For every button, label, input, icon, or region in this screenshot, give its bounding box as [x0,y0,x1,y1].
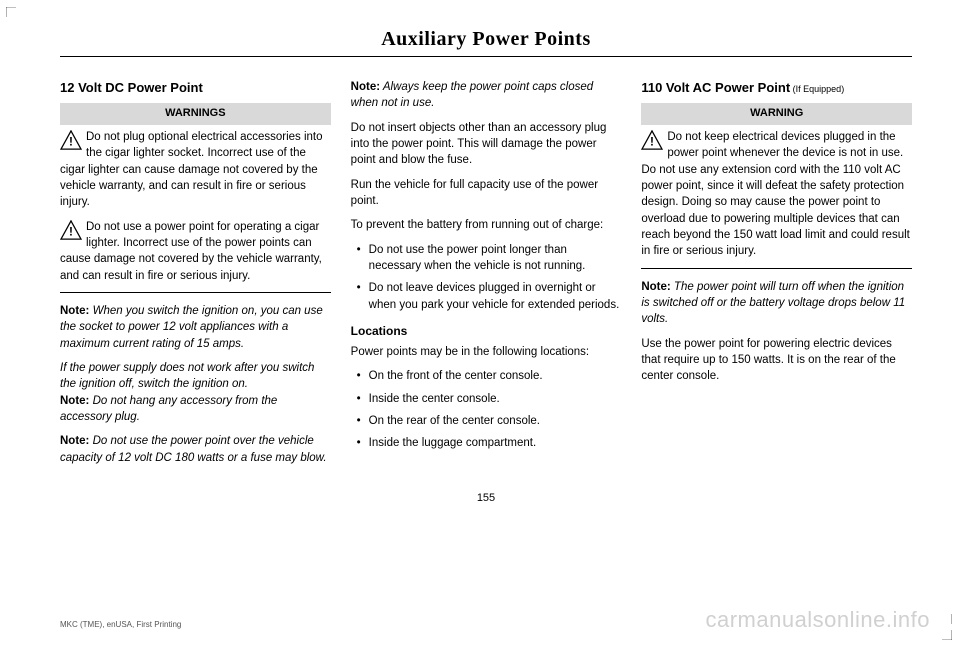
divider-rule [60,292,331,293]
note-label: Note: [351,81,380,93]
paragraph: To prevent the battery from running out … [351,217,622,233]
column-3: 110 Volt AC Power Point (If Equipped) WA… [641,79,912,474]
note-text: Do not use the power point over the vehi… [60,435,327,463]
list-item: Do not use the power point longer than n… [351,242,622,275]
note: Note: The power point will turn off when… [641,279,912,328]
warning-block-1: ! Do not plug optional electrical access… [60,129,331,211]
note-label: Note: [60,435,89,447]
warning-icon: ! [641,130,663,150]
bullet-list: On the front of the center console. Insi… [351,368,622,451]
page-number: 155 [60,492,912,504]
list-item: Inside the center console. [351,391,622,407]
note-1: Note: When you switch the ignition on, y… [60,303,331,352]
list-item: On the front of the center console. [351,368,622,384]
heading-sub: (If Equipped) [790,84,844,94]
crop-mark-top-left [6,4,16,14]
note: Note: Always keep the power point caps c… [351,79,622,112]
note-label: Note: [641,281,670,293]
paragraph: Power points may be in the following loc… [351,344,622,360]
warning-block-2: ! Do not use a power point for operating… [60,219,331,284]
bullet-list: Do not use the power point longer than n… [351,242,622,313]
paragraph: Run the vehicle for full capacity use of… [351,177,622,210]
paragraph-text: If the power supply does not work after … [60,362,314,390]
warning-block: ! Do not keep electrical devices plugged… [641,129,912,260]
note-3: Note: Do not use the power point over th… [60,433,331,466]
chapter-title: Auxiliary Power Points [60,28,912,51]
watermark: carmanualsonline.info [705,607,930,633]
paragraph: Do not insert objects other than an acce… [351,120,622,169]
column-1: 12 Volt DC Power Point WARNINGS ! Do not… [60,79,331,474]
svg-text:!: ! [650,135,654,149]
section-heading-110v: 110 Volt AC Power Point (If Equipped) [641,79,912,97]
page: Auxiliary Power Points 12 Volt DC Power … [0,0,960,643]
footer-left: MKC (TME), enUSA, First Printing [60,620,181,629]
note-text: When you switch the ignition on, you can… [60,305,323,350]
warning-header: WARNING [641,103,912,125]
svg-text:!: ! [69,135,73,149]
warning-icon: ! [60,130,82,150]
note-label: Note: [60,395,89,407]
crop-mark-bottom-right-1 [942,611,952,621]
paragraph: If the power supply does not work after … [60,360,331,425]
list-item: Do not leave devices plugged in overnigh… [351,280,622,313]
warnings-header: WARNINGS [60,103,331,125]
crop-mark-bottom-right-2 [942,627,952,637]
note-label: Note: [60,305,89,317]
text-columns: 12 Volt DC Power Point WARNINGS ! Do not… [60,79,912,474]
paragraph: Use the power point for powering electri… [641,336,912,385]
header-rule [60,56,912,57]
note-text: Always keep the power point caps closed … [351,81,593,109]
warning-text-1: Do not plug optional electrical accessor… [60,129,331,211]
warning-text: Do not keep electrical devices plugged i… [641,129,912,260]
warning-icon: ! [60,220,82,240]
section-heading-12v: 12 Volt DC Power Point [60,79,331,97]
svg-text:!: ! [69,224,73,238]
locations-heading: Locations [351,323,622,340]
list-item: On the rear of the center console. [351,413,622,429]
list-item: Inside the luggage compartment. [351,435,622,451]
note-text: Do not hang any accessory from the acces… [60,395,277,423]
divider-rule [641,268,912,269]
column-2: Note: Always keep the power point caps c… [351,79,622,474]
warning-text-2: Do not use a power point for operating a… [60,219,331,284]
note-text: The power point will turn off when the i… [641,281,905,326]
heading-text: 110 Volt AC Power Point [641,80,790,95]
